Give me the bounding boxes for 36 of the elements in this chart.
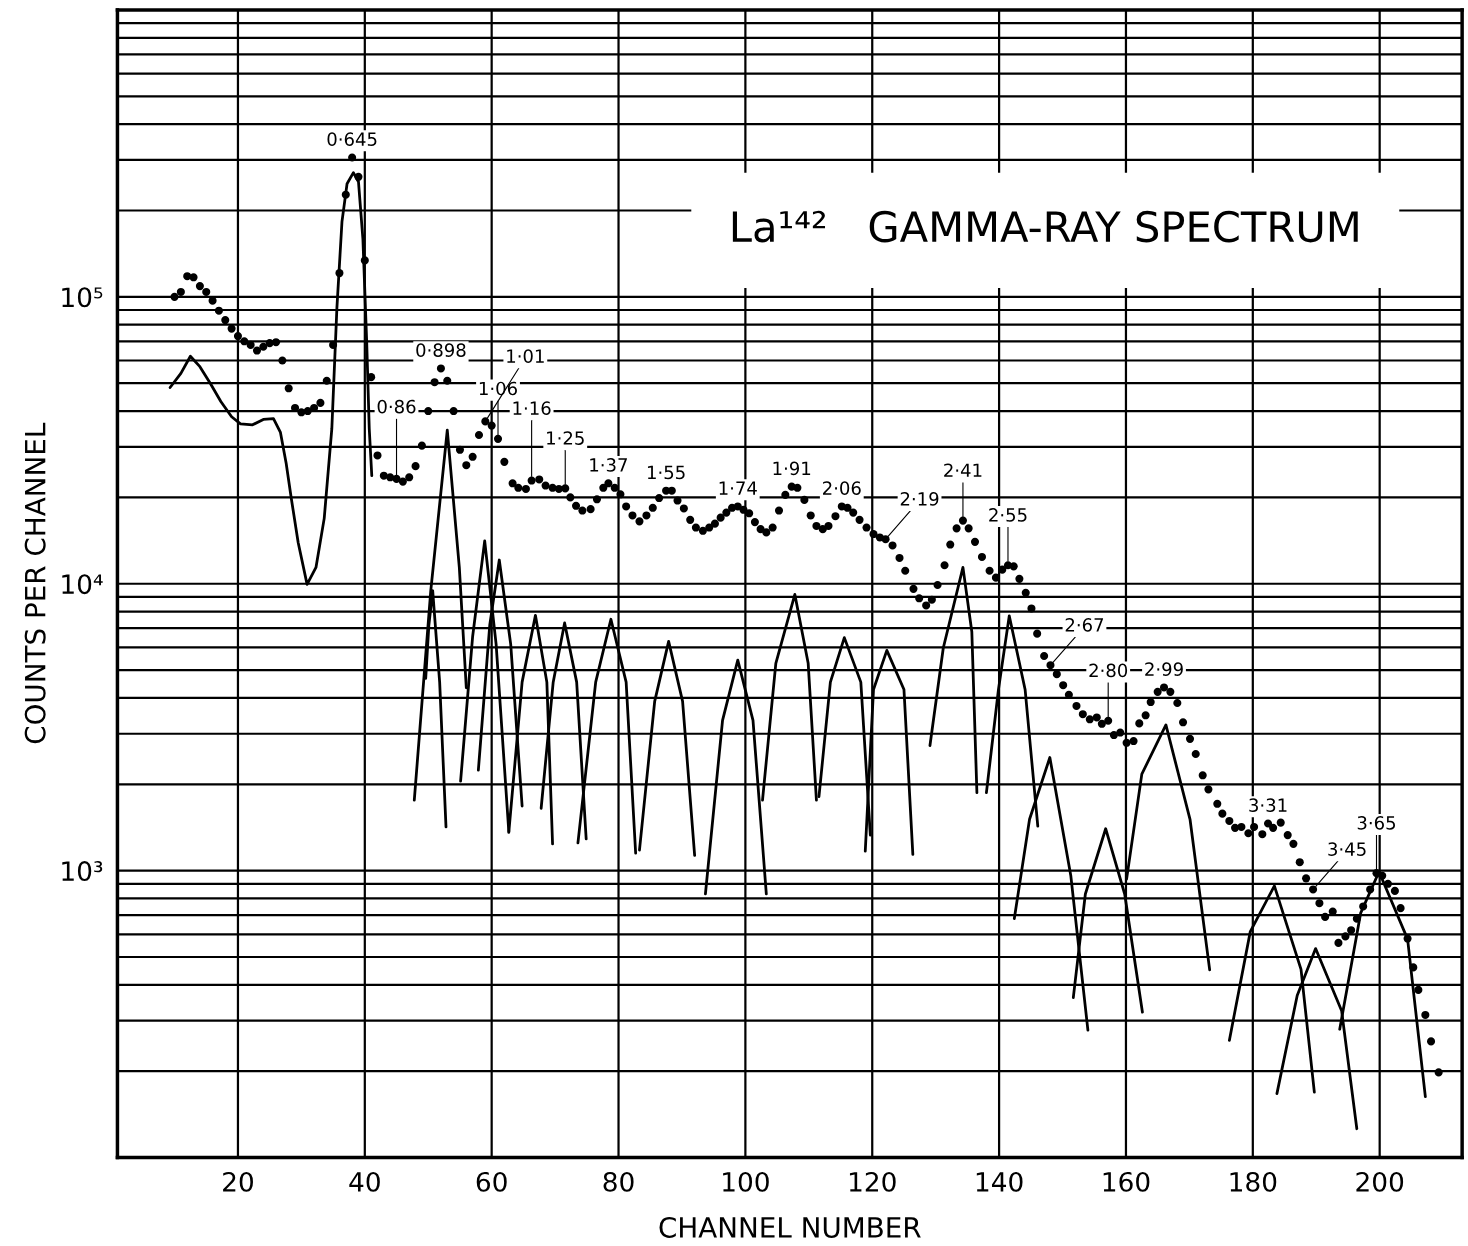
- annotation: 1·37: [590, 458, 627, 472]
- annotation: 2·06: [823, 481, 861, 495]
- y-tick-label: 10³: [62, 861, 103, 882]
- y-tick-label: 10⁵: [62, 287, 103, 308]
- annotation: 1·01: [507, 349, 544, 363]
- annotation: 2·67: [1065, 618, 1104, 632]
- x-tick-label: 40: [349, 1171, 380, 1192]
- x-tick-label: 120: [849, 1171, 896, 1192]
- x-tick-label: 20: [223, 1171, 253, 1192]
- x-tick-label: 160: [1103, 1171, 1150, 1192]
- x-tick-label: 200: [1356, 1171, 1404, 1192]
- annotation: 1·25: [547, 431, 584, 445]
- annotation: 3·65: [1357, 816, 1396, 830]
- annotation: 0·86: [377, 399, 416, 414]
- annotation: 2·99: [1145, 662, 1183, 676]
- x-tick-label: 180: [1230, 1171, 1277, 1192]
- x-axis-title: CHANNEL NUMBER: [659, 1216, 921, 1238]
- annotation: 3·45: [1328, 842, 1366, 856]
- y-tick-label: 10⁴: [62, 574, 103, 595]
- annotation: 0·645: [327, 132, 377, 147]
- annotation: 1·16: [513, 401, 551, 416]
- x-tick-label: 60: [476, 1171, 507, 1192]
- annotation: 2·41: [944, 463, 982, 477]
- text: La¹⁴² GAMMA-RAY SPECTRUM: [732, 210, 1358, 243]
- x-tick-label: 100: [723, 1171, 769, 1192]
- annotation: 3·31: [1249, 798, 1287, 812]
- x-tick-label: 80: [603, 1171, 634, 1192]
- annotation: 2·55: [989, 508, 1027, 522]
- annotation: 0·898: [416, 343, 466, 357]
- annotation: 1·91: [773, 461, 811, 476]
- annotation: 1·55: [647, 465, 685, 480]
- annotation: 2·80: [1089, 663, 1128, 678]
- y-axis-title: COUNTS PER CHANNEL: [24, 422, 46, 744]
- x-tick-label: 140: [976, 1171, 1023, 1192]
- annotation: 2·19: [900, 492, 939, 506]
- annotation: 1·74: [719, 481, 757, 495]
